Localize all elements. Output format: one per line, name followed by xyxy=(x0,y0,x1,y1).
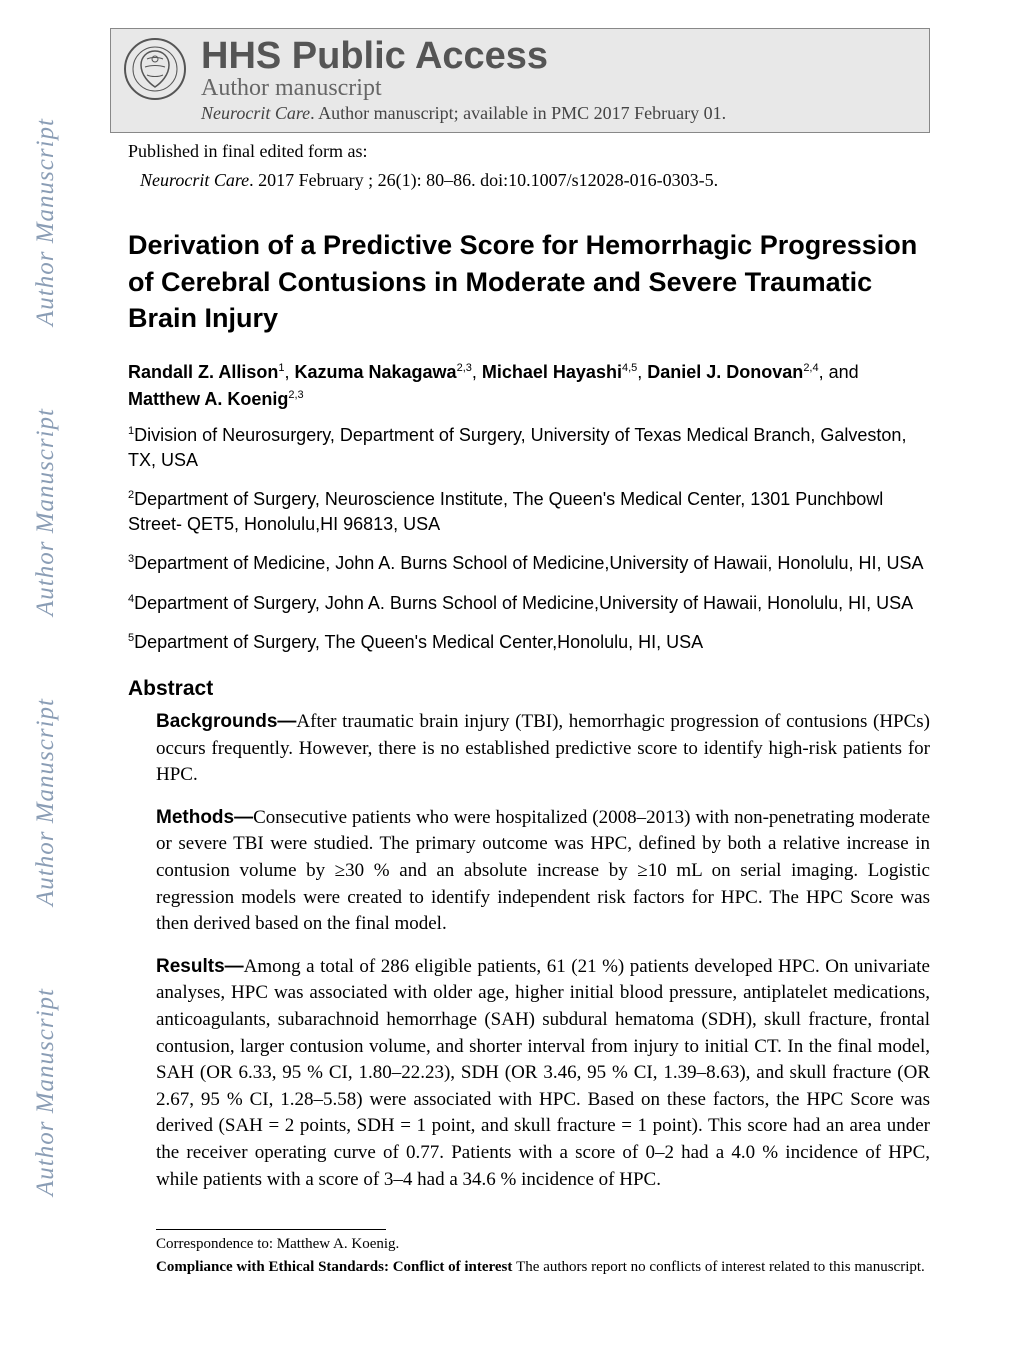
watermark-author-manuscript: Author Manuscript xyxy=(32,988,60,1196)
footnote-divider xyxy=(156,1229,386,1230)
hhs-public-access-title: HHS Public Access xyxy=(201,37,917,75)
compliance-footnote: Compliance with Ethical Standards: Confl… xyxy=(156,1259,930,1276)
abstract-backgrounds: Backgrounds—After traumatic brain injury… xyxy=(156,709,930,789)
correspondence-footnote: Correspondence to: Matthew A. Koenig. xyxy=(156,1236,930,1253)
hhs-logo-icon xyxy=(123,37,187,101)
header-box: HHS Public Access Author manuscript Neur… xyxy=(110,28,930,133)
journal-availability-line: Neurocrit Care. Author manuscript; avail… xyxy=(201,103,917,124)
affiliation-5: 5Department of Surgery, The Queen's Medi… xyxy=(128,630,930,655)
article-title: Derivation of a Predictive Score for Hem… xyxy=(128,227,930,336)
affiliation-2: 2Department of Surgery, Neuroscience Ins… xyxy=(128,487,930,537)
affiliation-4: 4Department of Surgery, John A. Burns Sc… xyxy=(128,591,930,616)
author-list: Randall Z. Allison1, Kazuma Nakagawa2,3,… xyxy=(128,359,930,413)
watermark-author-manuscript: Author Manuscript xyxy=(32,118,60,326)
abstract-heading: Abstract xyxy=(128,677,930,701)
abstract-methods: Methods—Consecutive patients who were ho… xyxy=(156,805,930,938)
affiliation-3: 3Department of Medicine, John A. Burns S… xyxy=(128,551,930,576)
citation-line: Neurocrit Care. 2017 February ; 26(1): 8… xyxy=(140,170,930,191)
watermark-author-manuscript: Author Manuscript xyxy=(32,698,60,906)
author-manuscript-label: Author manuscript xyxy=(201,75,917,101)
abstract-results: Results—Among a total of 286 eligible pa… xyxy=(156,954,930,1193)
published-form-label: Published in final edited form as: xyxy=(128,141,930,162)
article-content: Published in final edited form as: Neuro… xyxy=(128,141,930,1276)
watermark-author-manuscript: Author Manuscript xyxy=(32,408,60,616)
affiliation-1: 1Division of Neurosurgery, Department of… xyxy=(128,423,930,473)
